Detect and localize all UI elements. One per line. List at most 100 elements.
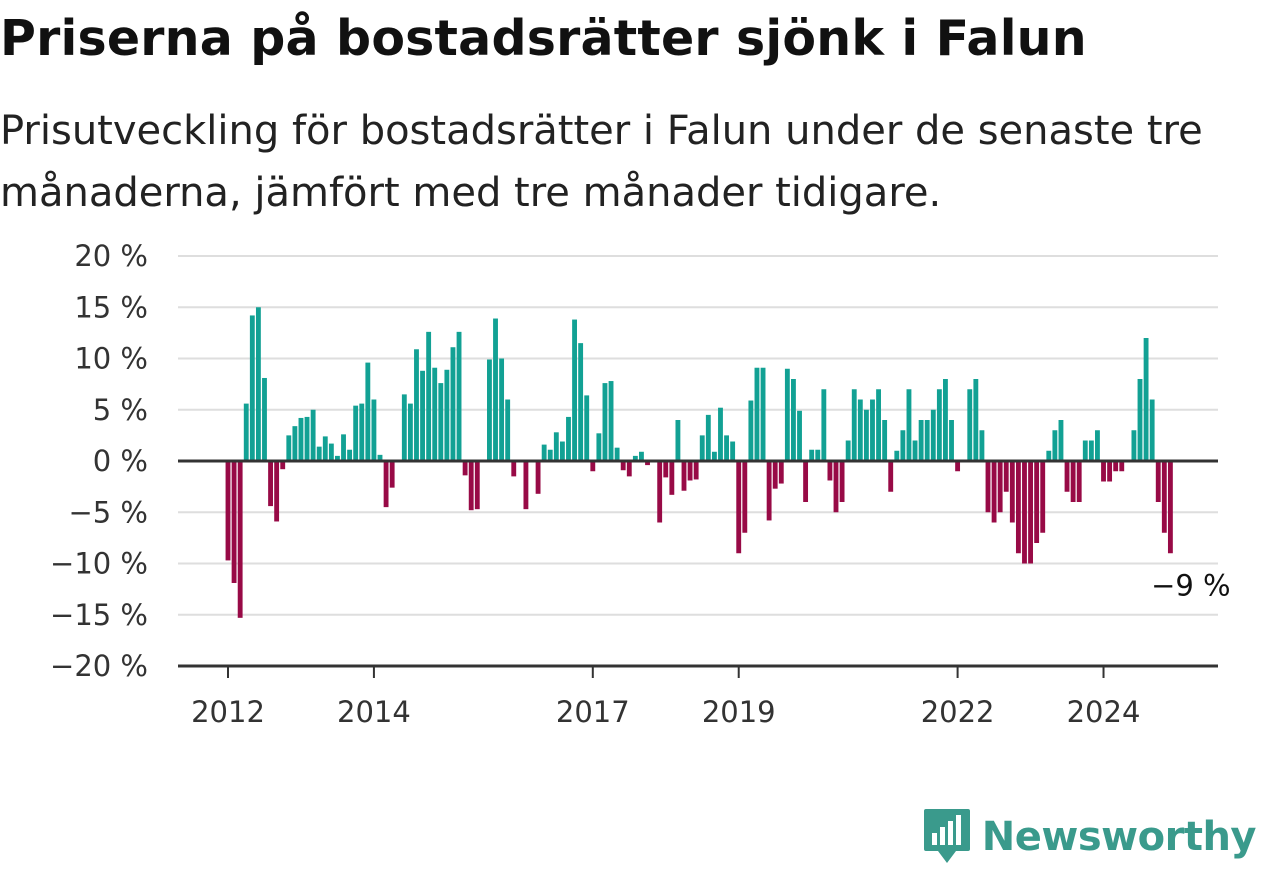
bar [420, 370, 425, 461]
bar [456, 331, 462, 461]
y-tick-label: −5 % [68, 495, 148, 529]
bar [663, 461, 669, 478]
bar [705, 414, 711, 462]
bar [243, 403, 249, 461]
bar [572, 319, 577, 461]
bar [833, 461, 839, 513]
bar [377, 454, 383, 461]
bar [462, 461, 468, 476]
bar [1095, 430, 1100, 461]
bar [973, 379, 979, 461]
bar [1101, 461, 1106, 482]
bar [450, 347, 456, 461]
bar [1046, 450, 1052, 461]
bar [1131, 430, 1137, 461]
bar [432, 367, 438, 461]
bar [335, 455, 340, 462]
bar [310, 409, 316, 461]
chart-subtitle: Prisutveckling för bostadsrätter i Falun… [0, 108, 1203, 216]
bar [930, 409, 936, 461]
bar [1167, 461, 1173, 554]
bar [936, 389, 942, 461]
y-tick-label: −10 % [50, 547, 148, 581]
bar [255, 307, 261, 461]
bar [280, 461, 286, 470]
y-tick-label: −15 % [50, 598, 148, 632]
bar [639, 451, 644, 461]
bar [657, 461, 663, 523]
bar [718, 407, 723, 461]
bar [262, 377, 267, 461]
x-tick-label: 2024 [1067, 695, 1141, 729]
bar [468, 461, 474, 511]
brand-name: Newsworthy [981, 814, 1257, 860]
bar [1155, 461, 1161, 502]
bar [760, 367, 766, 461]
bar [547, 449, 553, 461]
bar [827, 461, 833, 481]
y-tick-label: 20 % [74, 239, 148, 273]
bar-chart: 20 % 15 % 10 % 5 % 0 % −5 % −10 % −15 % −20 % 20… [50, 239, 1231, 729]
x-axis-ticks: 2012 2014 2017 2019 2022 2024 [191, 666, 1140, 729]
bar [772, 461, 778, 489]
bar [1161, 461, 1167, 533]
bar [784, 368, 790, 461]
x-tick-label: 2017 [556, 695, 630, 729]
bar [888, 461, 894, 492]
bar [967, 389, 973, 461]
bar [292, 426, 298, 461]
bar [912, 440, 918, 461]
bar [845, 440, 851, 461]
bar [851, 389, 857, 461]
bar [1107, 461, 1113, 482]
bar [943, 379, 948, 461]
bar [882, 420, 888, 461]
bar [791, 379, 796, 461]
bar [1040, 461, 1046, 533]
bar [1113, 461, 1119, 472]
bar [991, 461, 997, 523]
bar [724, 435, 729, 462]
bar [316, 446, 322, 461]
bar [559, 441, 565, 461]
bar [608, 381, 614, 461]
bar [766, 461, 772, 521]
bar [487, 359, 492, 461]
bar [675, 420, 681, 461]
bar [426, 331, 432, 461]
bar [535, 461, 541, 494]
bar [809, 449, 815, 461]
y-axis-tick-labels: 20 % 15 % 10 % 5 % 0 % −5 % −10 % −15 % −20 % [50, 239, 148, 683]
y-tick-label: 5 % [93, 393, 148, 427]
bar [711, 451, 717, 461]
bar [754, 367, 760, 461]
bar [614, 447, 620, 461]
bar [511, 461, 517, 477]
bar [553, 432, 559, 461]
bar [1070, 461, 1076, 502]
bar [839, 461, 845, 502]
bar [924, 420, 930, 461]
bar [778, 461, 784, 484]
bar [1034, 461, 1040, 543]
bar [1149, 399, 1155, 461]
bar [1022, 461, 1027, 564]
bar [298, 417, 304, 461]
bar [620, 461, 626, 471]
bar [341, 434, 346, 461]
bar [693, 461, 699, 480]
x-tick-label: 2022 [921, 695, 995, 729]
bar [359, 403, 365, 461]
newsworthy-logo: Newsworthy [922, 807, 1257, 867]
bar [870, 399, 875, 461]
bar [815, 449, 821, 461]
bar [730, 441, 736, 461]
bar [268, 461, 273, 507]
bar [632, 455, 638, 462]
bar [645, 461, 650, 466]
bar [401, 394, 407, 462]
x-tick-label: 2014 [337, 695, 411, 729]
bar [687, 461, 693, 481]
bar [322, 436, 328, 461]
bar [231, 461, 237, 583]
